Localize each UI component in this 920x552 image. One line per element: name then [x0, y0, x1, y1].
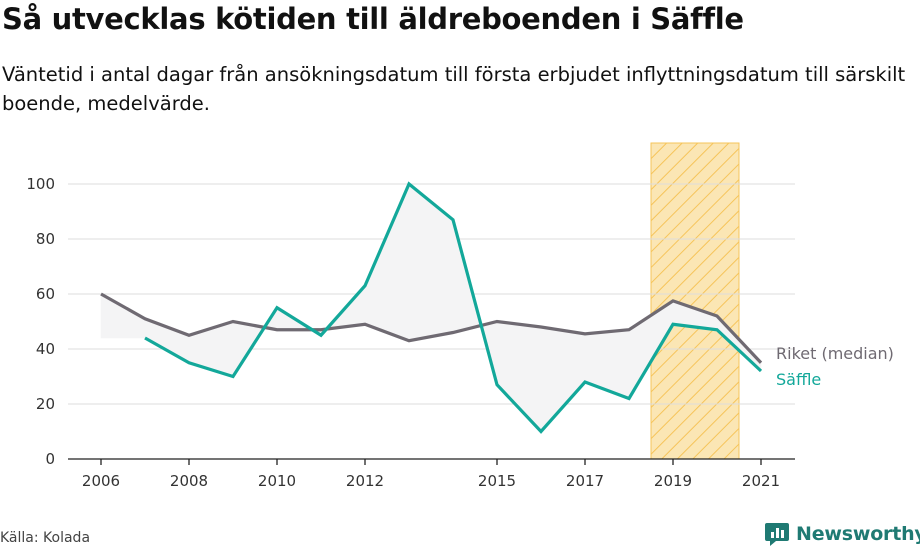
highlight-band-layer — [650, 142, 740, 460]
y-tick-label: 20 — [36, 395, 55, 413]
source-note: Källa: Kolada — [0, 530, 91, 546]
axes: 0 20 40 60 80 100 2006 2008 2010 2012 2015 2017 2019… — [26, 175, 795, 490]
newsworthy-logo-icon — [765, 523, 789, 546]
x-tick-label: 2021 — [742, 472, 780, 490]
x-tick-label: 2006 — [82, 472, 120, 490]
x-tick-label: 2010 — [258, 472, 296, 490]
y-tick-label: 40 — [36, 340, 55, 358]
y-tick-label: 0 — [45, 450, 55, 468]
difference-area — [540, 326, 586, 433]
y-tick-label: 100 — [26, 175, 55, 193]
x-tick-label: 2017 — [566, 472, 604, 490]
series-labels: Riket (median) Säffle — [776, 344, 894, 389]
difference-area — [584, 329, 630, 399]
difference-area — [364, 183, 410, 342]
y-tick-label: 60 — [36, 285, 55, 303]
brand-name: Newsworthy — [796, 523, 920, 545]
difference-area — [408, 183, 454, 342]
riket-series-label: Riket (median) — [776, 344, 894, 363]
difference-area — [496, 321, 542, 433]
chart-subtitle: Väntetid i antal dagar från ansökningsda… — [2, 63, 906, 115]
riket-series-line — [100, 292, 763, 364]
saffle-series-line — [144, 181, 763, 434]
brand-logo[interactable]: Newsworthy — [764, 520, 920, 548]
y-tick-label: 80 — [36, 230, 55, 248]
highlight-band — [650, 142, 740, 460]
x-tick-label: 2015 — [478, 472, 516, 490]
saffle-series-label: Säffle — [776, 370, 821, 389]
series-layer — [100, 181, 763, 434]
chart-title: Så utvecklas kötiden till äldreboenden i… — [2, 2, 744, 36]
x-tick-label: 2012 — [346, 472, 384, 490]
x-tick-label: 2019 — [654, 472, 692, 490]
x-tick-label: 2008 — [170, 472, 208, 490]
